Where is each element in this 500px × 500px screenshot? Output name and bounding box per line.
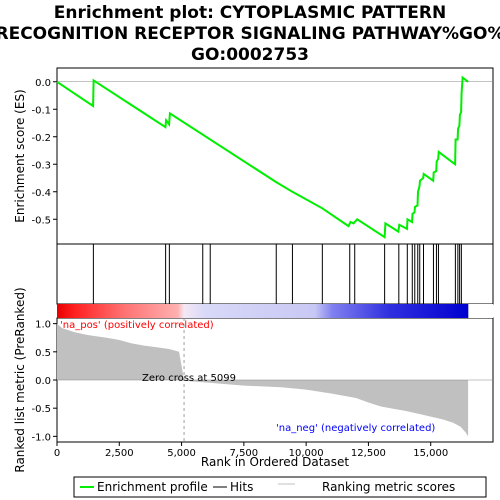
metric-xlabel: Rank in Ordered Dataset (201, 455, 349, 469)
es-ytick-label: -0.5 (31, 215, 51, 226)
es-ytick-label: -0.3 (31, 160, 51, 171)
chart-title: Enrichment plot: CYTOPLASMIC PATTERN REC… (0, 3, 500, 65)
metric-xtick-label: 15,000 (413, 448, 448, 459)
metric-ytick-label: -0.5 (31, 404, 51, 415)
legend-label-hits: Hits (230, 480, 253, 494)
hits-layer (92, 244, 462, 304)
metric-ytick-label: 0.0 (35, 376, 51, 387)
hits-panel-frame (56, 243, 494, 305)
zero-cross-label: Zero cross at 5099 (142, 373, 236, 384)
metric-ytick-label: 0.5 (35, 348, 51, 359)
metric-xtick-label: 0 (54, 448, 60, 459)
metric-ytick-label: 1.0 (35, 320, 51, 331)
es-ylabel: Enrichment score (ES) (13, 89, 27, 222)
title-line-2: RECOGNITION RECEPTOR SIGNALING PATHWAY%G… (0, 24, 500, 44)
title-line-1: Enrichment plot: CYTOPLASMIC PATTERN (54, 3, 446, 23)
es-ytick-label: 0.0 (35, 78, 51, 89)
metric-xtick-label: 10,000 (289, 448, 324, 459)
es-panel-frame (56, 67, 494, 245)
legend-box (73, 476, 487, 498)
legend: Enrichment profile Hits Ranking metric s… (73, 476, 487, 498)
metric-xtick-label: 2,500 (105, 448, 134, 459)
metric-xtick-label: 12,500 (351, 448, 386, 459)
title-line-3: GO:0002753 (191, 45, 309, 65)
pos-label: 'na_pos' (positively correlated) (60, 320, 214, 331)
metric-xtick-label: 7,500 (230, 448, 259, 459)
metric-ylabel: Ranked list metric (PreRanked) (13, 287, 27, 472)
neg-label: 'na_neg' (negatively correlated) (276, 423, 435, 434)
es-layer: 0.0 -0.1 -0.2 -0.3 -0.4 -0.5 (31, 75, 493, 239)
legend-label-enrichment: Enrichment profile (97, 480, 208, 494)
es-line (56, 75, 469, 239)
metric-layer: 1.0 0.5 0.0 -0.5 -1.00 2,500 5,000 7,500 10,000 1… (31, 318, 493, 459)
legend-label-metric: Ranking metric scores (322, 480, 455, 494)
es-ytick-label: -0.1 (31, 105, 51, 116)
rank-color-bar (57, 304, 493, 318)
metric-ytick-label: -1.0 (31, 432, 51, 443)
metric-xtick-label: 5,000 (167, 448, 196, 459)
es-ytick-label: -0.4 (31, 188, 51, 199)
es-ytick-label: -0.2 (31, 133, 51, 144)
